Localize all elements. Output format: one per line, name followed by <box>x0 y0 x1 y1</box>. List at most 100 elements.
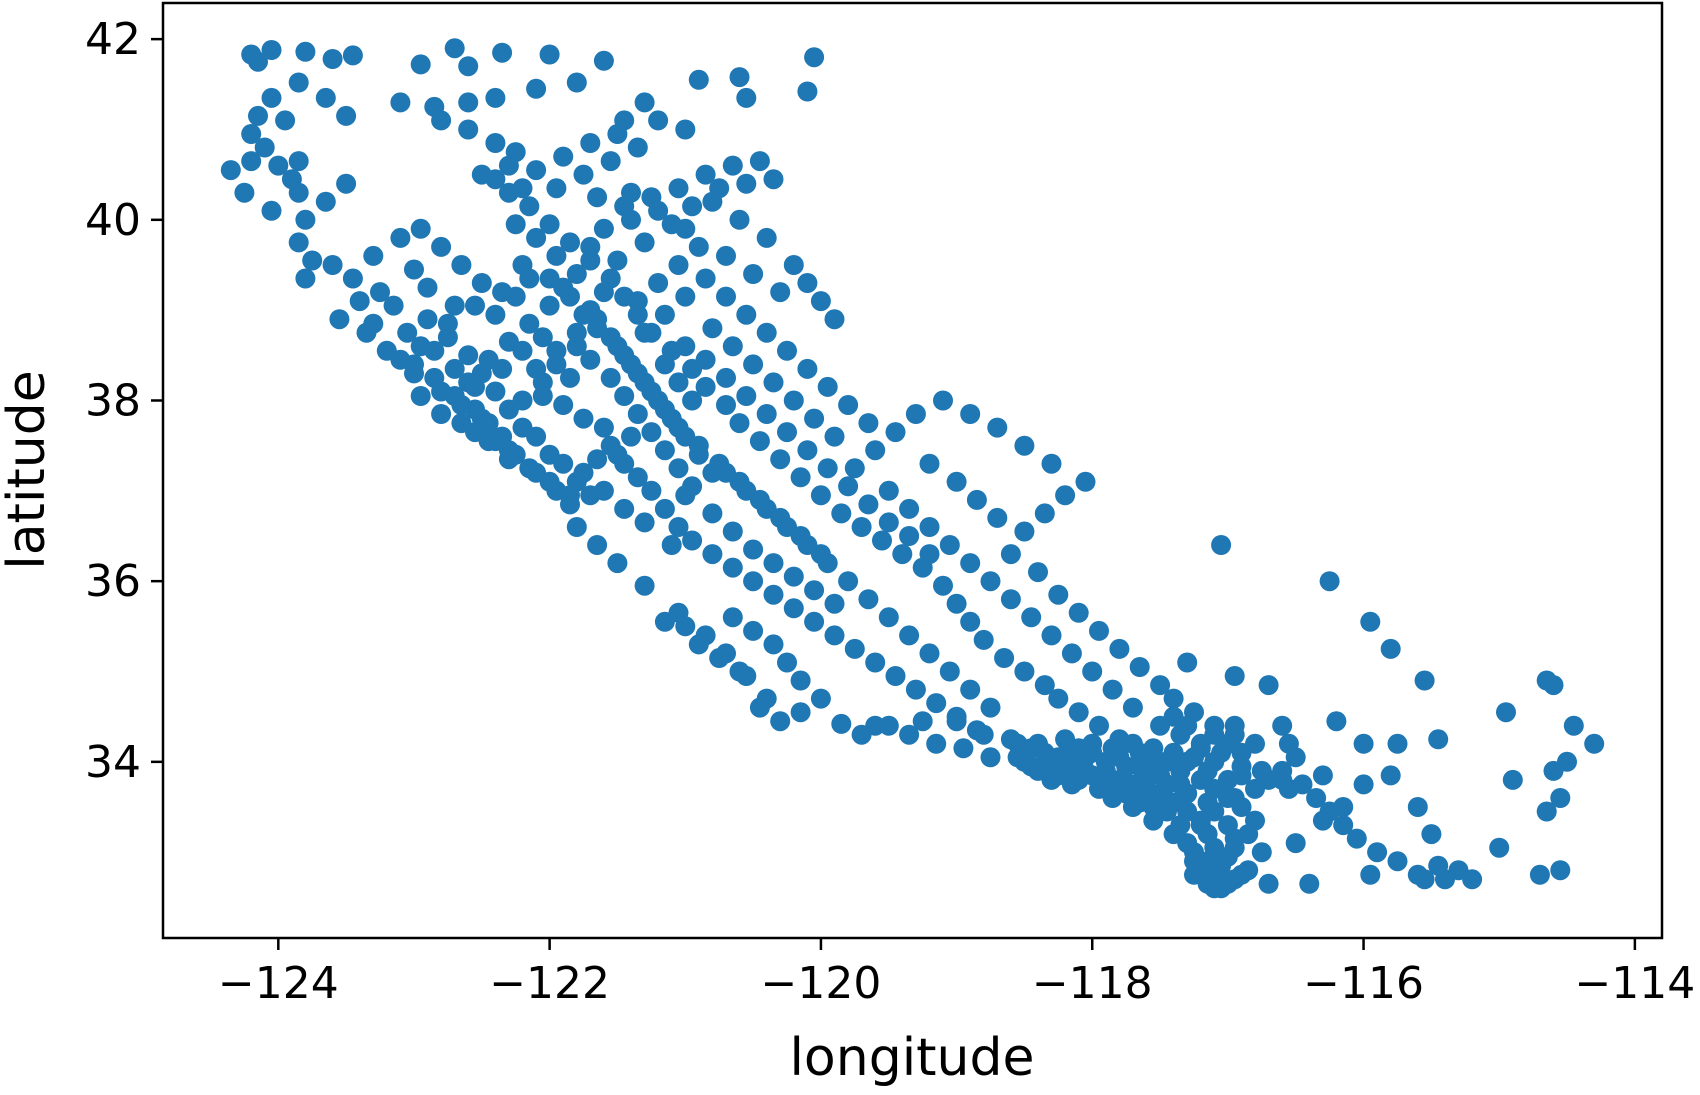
data-point <box>573 164 594 185</box>
data-point <box>1211 742 1232 763</box>
data-point <box>1326 711 1347 732</box>
data-point <box>1285 747 1306 768</box>
data-point <box>241 151 262 172</box>
data-point <box>1299 873 1320 894</box>
data-point <box>1014 661 1035 682</box>
data-point <box>641 480 662 501</box>
data-point <box>627 291 648 312</box>
data-point <box>1204 724 1225 745</box>
data-point <box>512 390 533 411</box>
data-point <box>1258 675 1279 696</box>
data-point <box>573 408 594 429</box>
data-point <box>722 336 743 357</box>
data-point <box>1414 670 1435 691</box>
data-point <box>709 648 730 668</box>
data-point <box>1122 733 1143 754</box>
data-point <box>749 697 770 718</box>
data-point <box>899 724 920 745</box>
data-point <box>804 47 825 68</box>
data-point <box>695 376 716 397</box>
data-point <box>485 169 506 190</box>
data-point <box>234 182 255 203</box>
data-point <box>342 268 363 289</box>
data-point <box>607 124 628 144</box>
data-point <box>1360 611 1381 632</box>
data-point <box>410 386 431 406</box>
data-point <box>729 471 750 492</box>
data-point <box>1367 842 1388 863</box>
data-point <box>498 155 519 176</box>
data-point <box>349 291 370 312</box>
data-point <box>980 747 1001 768</box>
data-point <box>451 395 472 415</box>
data-point <box>539 295 560 316</box>
data-point <box>1089 715 1109 736</box>
data-point <box>1353 774 1374 795</box>
data-point <box>716 245 736 266</box>
data-point <box>1428 729 1449 750</box>
data-point <box>675 485 696 506</box>
data-point <box>1231 765 1252 786</box>
data-point <box>1177 833 1198 854</box>
data-point <box>777 422 797 443</box>
data-point <box>838 476 859 497</box>
data-point <box>899 625 920 646</box>
data-point <box>600 367 621 388</box>
data-point <box>593 218 614 239</box>
data-point <box>1550 788 1571 808</box>
data-point <box>709 178 730 199</box>
data-point <box>756 227 777 248</box>
y-tick-label: 40 <box>85 195 141 246</box>
data-point <box>824 593 845 614</box>
data-point <box>1292 774 1313 795</box>
data-point <box>621 426 641 447</box>
data-point <box>295 41 316 62</box>
data-point <box>872 530 892 551</box>
data-point <box>654 399 675 420</box>
data-point <box>410 54 431 75</box>
data-point <box>526 426 547 447</box>
data-point <box>1211 535 1232 555</box>
data-point <box>1272 769 1293 790</box>
data-point <box>817 376 838 397</box>
data-point <box>1048 688 1069 709</box>
data-point <box>329 309 350 330</box>
data-point <box>1170 815 1191 836</box>
data-point <box>654 611 675 632</box>
data-point <box>539 268 560 289</box>
data-point <box>743 620 764 641</box>
data-point <box>336 105 357 126</box>
data-point <box>634 322 655 343</box>
data-point <box>831 503 852 524</box>
data-point <box>1068 602 1089 623</box>
data-point <box>390 227 411 248</box>
data-point <box>1163 706 1184 727</box>
data-point <box>1028 733 1048 754</box>
data-point <box>1163 688 1184 709</box>
data-point <box>702 318 723 339</box>
data-point <box>444 358 465 379</box>
data-point <box>668 417 689 438</box>
data-point <box>905 679 926 700</box>
data-point <box>960 404 981 424</box>
data-point <box>451 413 472 434</box>
data-point <box>634 575 655 596</box>
data-point <box>614 498 635 519</box>
data-point <box>1319 571 1340 592</box>
data-point <box>790 670 811 691</box>
data-point <box>539 471 560 492</box>
data-point <box>1190 815 1211 836</box>
data-point <box>675 336 696 357</box>
data-point <box>315 87 336 108</box>
data-point <box>1380 765 1401 786</box>
data-point <box>471 273 492 293</box>
data-point <box>342 45 363 66</box>
data-point <box>485 381 506 402</box>
data-point <box>695 164 716 185</box>
data-point <box>824 625 845 646</box>
data-point <box>268 155 289 176</box>
data-point <box>743 354 764 375</box>
data-point <box>804 611 825 632</box>
data-point <box>682 196 703 217</box>
data-point <box>1109 747 1130 768</box>
